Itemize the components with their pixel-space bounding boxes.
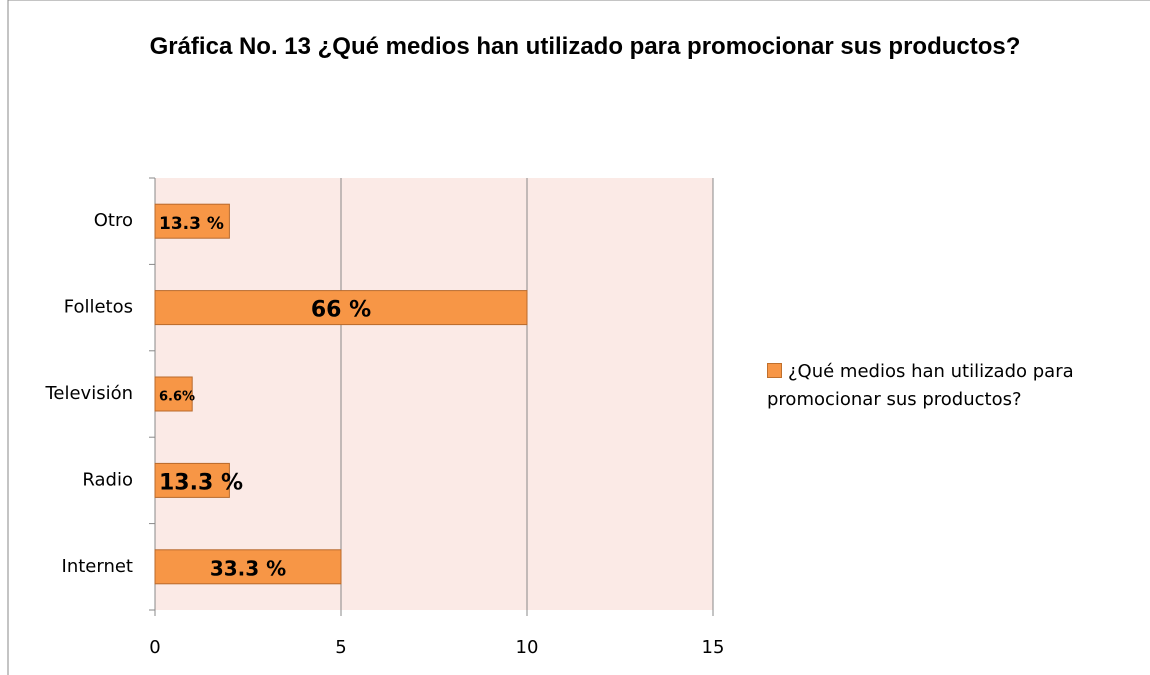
x-tick-label: 0 <box>149 637 160 658</box>
bar-label: 6.6% <box>159 390 195 405</box>
y-tick-label: Folletos <box>64 297 133 318</box>
bar <box>154 203 230 239</box>
y-tick-label: Televisión <box>44 383 133 404</box>
bar-label: 13.3 % <box>159 214 224 234</box>
bar <box>154 462 230 498</box>
chart-border <box>7 0 1150 675</box>
y-tick-label: Radio <box>82 469 133 490</box>
y-tick-label: Internet <box>62 556 133 577</box>
bar-label: 33.3 % <box>210 556 286 580</box>
legend: ¿Qué medios han utilizado para promocion… <box>767 358 1127 414</box>
x-tick-label: 10 <box>516 637 539 658</box>
bar <box>154 290 528 326</box>
x-tick-label: 15 <box>702 637 725 658</box>
x-tick-label: 5 <box>335 637 346 658</box>
bar-label: 13.3 % <box>159 470 243 495</box>
y-tick-label: Otro <box>94 210 133 231</box>
bar <box>154 549 342 585</box>
legend-label: ¿Qué medios han utilizado para promocion… <box>767 361 1074 410</box>
bar-label: 66 % <box>311 298 371 323</box>
chart-title: Gráfica No. 13 ¿Qué medios han utilizado… <box>149 33 1021 60</box>
bar <box>154 376 193 412</box>
plot-area <box>155 178 713 610</box>
legend-swatch <box>767 363 782 378</box>
